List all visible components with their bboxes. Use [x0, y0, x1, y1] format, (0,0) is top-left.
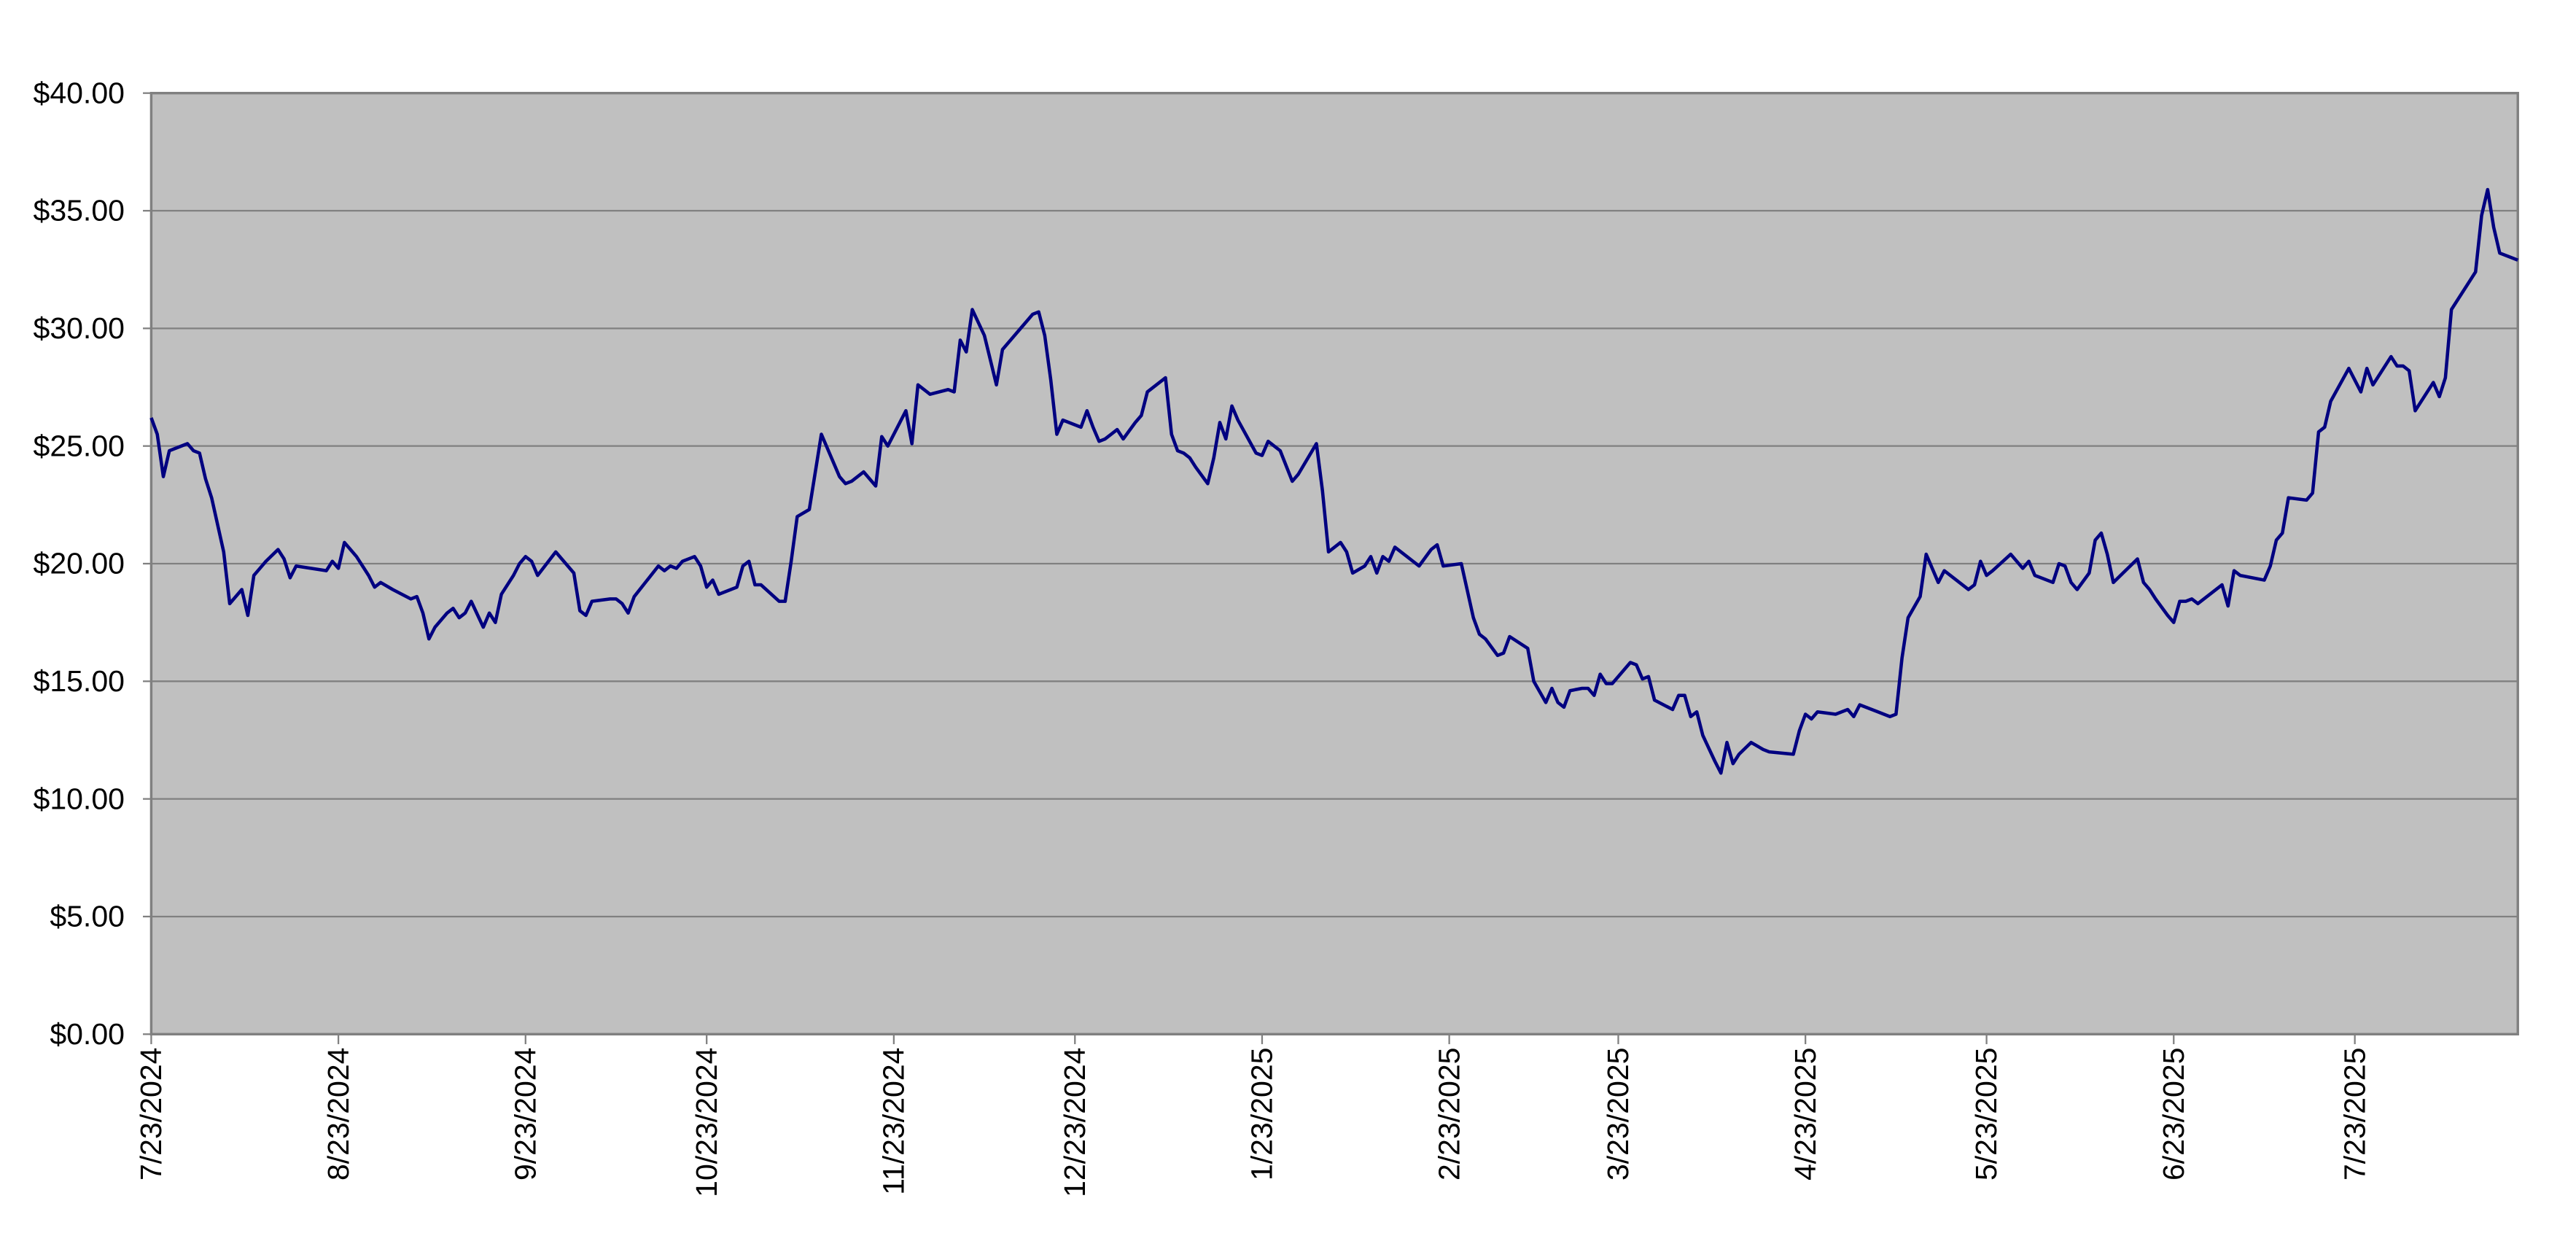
price-line	[149, 187, 2519, 775]
y-tick-label: $30.00	[34, 311, 125, 345]
x-tick-label: 6/23/2025	[2157, 1048, 2190, 1181]
x-tick-label: 7/23/2024	[134, 1048, 168, 1181]
x-tick-label: 12/23/2024	[1058, 1048, 1092, 1197]
x-tick-label: 9/23/2024	[508, 1048, 542, 1181]
x-tick-label: 7/23/2025	[2338, 1048, 2371, 1181]
x-tick-label: 11/23/2024	[877, 1048, 911, 1195]
y-tick-label: $10.00	[34, 782, 125, 815]
y-tick-label: $20.00	[34, 547, 125, 580]
x-tick-label: 3/23/2025	[1601, 1048, 1635, 1181]
y-tick-label: $15.00	[34, 664, 125, 698]
x-tick-label: 4/23/2025	[1789, 1048, 1822, 1181]
x-tick-label: 1/23/2025	[1245, 1048, 1279, 1181]
x-tick-label: 8/23/2024	[322, 1048, 355, 1181]
x-tick-label: 5/23/2025	[1969, 1048, 2003, 1181]
y-tick-label: $40.00	[34, 76, 125, 109]
plot-border	[149, 91, 2519, 1036]
y-tick-label: $25.00	[34, 429, 125, 462]
x-tick-label: 2/23/2025	[1432, 1048, 1466, 1181]
x-tick-label: 10/23/2024	[690, 1048, 723, 1197]
y-tick-label: $0.00	[50, 1017, 125, 1051]
y-tick-label: $35.00	[34, 194, 125, 228]
y-tick-label: $5.00	[50, 900, 125, 933]
